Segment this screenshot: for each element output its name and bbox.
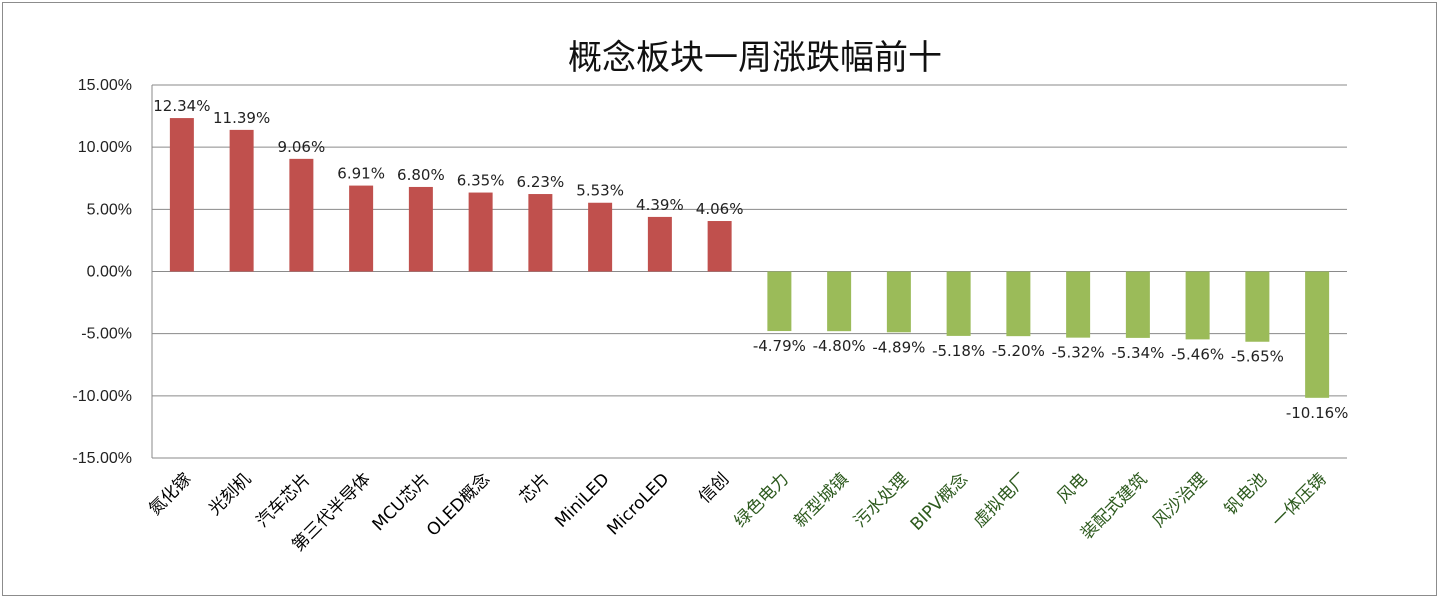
category-label: 一体压铸 [1268, 469, 1330, 531]
category-label: 污水处理 [850, 469, 912, 531]
data-label: 12.34% [153, 97, 210, 115]
y-tick-label: -15.00% [72, 450, 132, 467]
bar [1305, 271, 1330, 398]
data-label: -4.79% [753, 337, 806, 355]
data-label: 6.80% [397, 166, 445, 184]
bar [588, 202, 613, 272]
bar [1245, 271, 1270, 342]
data-label: 6.23% [517, 173, 565, 191]
data-label: -5.20% [992, 342, 1045, 360]
data-label: -5.18% [932, 342, 985, 360]
category-label: OLED概念 [422, 469, 494, 541]
bar [886, 271, 911, 333]
category-label: BIPV概念 [906, 469, 972, 535]
data-label: 5.53% [576, 182, 624, 200]
data-label: 6.91% [337, 165, 385, 183]
category-label: 新型城镇 [790, 469, 852, 531]
category-label: 汽车芯片 [253, 469, 315, 531]
y-tick-label: 10.00% [78, 139, 132, 156]
bar [767, 271, 792, 332]
bar [169, 118, 194, 272]
data-label: -10.16% [1286, 404, 1349, 422]
y-tick-label: -10.00% [72, 388, 132, 405]
data-label: 4.06% [696, 200, 744, 218]
data-label: 6.35% [457, 172, 505, 190]
category-label: 光刻机 [205, 469, 255, 519]
data-label: 4.39% [636, 196, 684, 214]
data-label: -5.34% [1111, 344, 1164, 362]
y-tick-label: 0.00% [87, 264, 132, 281]
category-label: 钒电池 [1221, 469, 1271, 519]
data-label: -5.32% [1052, 344, 1105, 362]
category-label: 绿色电力 [731, 469, 793, 531]
bar [1066, 271, 1091, 338]
data-label: -4.80% [813, 337, 866, 355]
bar [408, 186, 433, 272]
category-label: 信创 [695, 469, 733, 507]
bar [468, 192, 493, 272]
category-label: MicroLED [603, 469, 673, 539]
category-label: 风电 [1053, 469, 1091, 507]
bar [289, 158, 314, 272]
bar [528, 194, 553, 272]
bar [229, 129, 254, 272]
bar [349, 185, 374, 272]
bar [1006, 271, 1031, 337]
data-label: -4.89% [872, 338, 925, 356]
bar [1125, 271, 1150, 338]
category-label: 氮化镓 [145, 469, 195, 519]
bar [946, 271, 971, 336]
y-tick-label: 15.00% [78, 77, 132, 94]
chart-title: 概念板块一周涨跌幅前十 [568, 38, 942, 78]
data-label: 11.39% [213, 109, 270, 127]
y-tick-label: -5.00% [81, 326, 132, 343]
category-label: 虚拟电厂 [970, 469, 1032, 531]
category-label: 芯片 [516, 469, 554, 507]
category-label: 风沙治理 [1149, 469, 1211, 531]
bar [707, 221, 732, 272]
data-label: -5.65% [1231, 348, 1284, 366]
bar [1185, 271, 1210, 340]
data-label: 9.06% [278, 138, 326, 156]
data-label: -5.46% [1171, 345, 1224, 363]
y-tick-label: 5.00% [87, 201, 132, 218]
bar [827, 271, 852, 332]
bar [647, 216, 672, 272]
category-label: MiniLED [551, 469, 613, 531]
